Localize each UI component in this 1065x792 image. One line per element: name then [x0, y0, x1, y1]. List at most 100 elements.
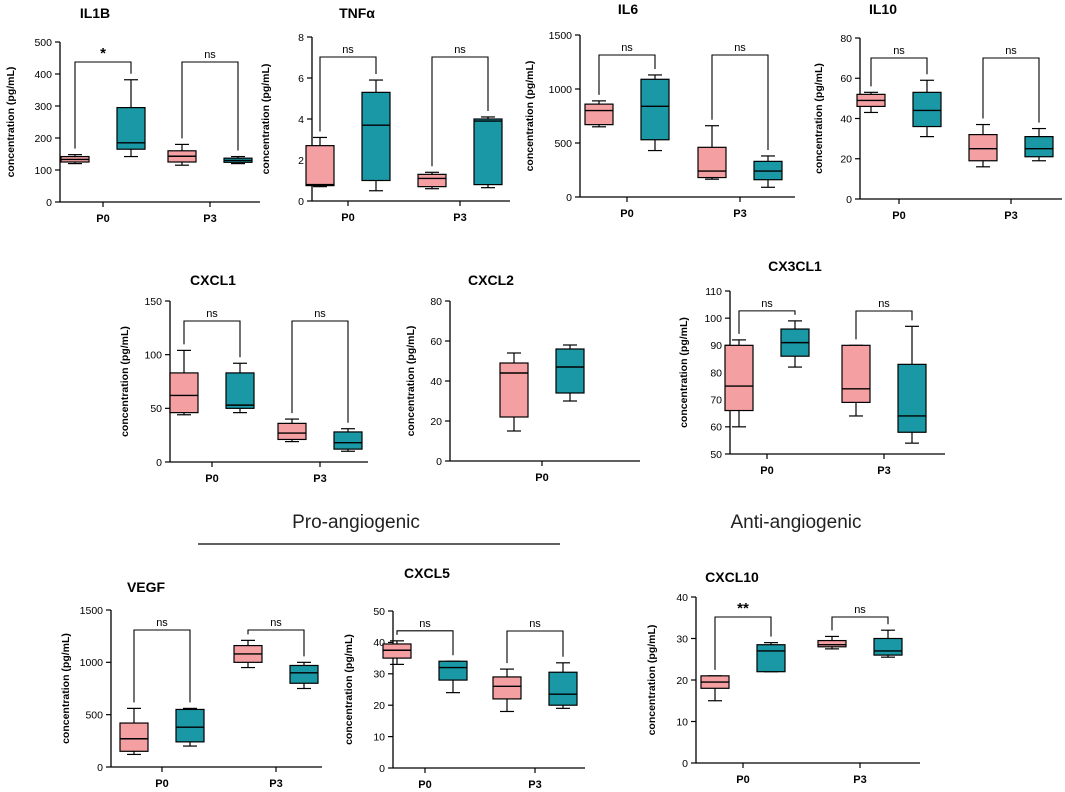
tnfa-significance-bracket-p3: [431, 56, 489, 167]
cx3cl1-significance-label-p0: ns: [761, 298, 773, 310]
il6-x-tick-label: P3: [733, 208, 746, 220]
tnfa-box-p3-series-b: [473, 118, 503, 186]
il1b-y-tick-label: 100: [34, 165, 52, 177]
vegf-x-tick-label: P3: [269, 778, 282, 790]
cxcl5-significance-bracket-p0: [396, 630, 454, 656]
cxcl2-y-axis-label: concentration (pg/mL): [405, 326, 417, 437]
cx3cl1-box-p3-series-a: [841, 344, 871, 403]
il6-significance-bracket-p3: [711, 54, 769, 150]
cxcl1-y-tick-label: 100: [144, 349, 162, 361]
cxcl2-x-tick-label: P0: [535, 472, 548, 484]
il1b-y-tick-label: 300: [34, 101, 52, 113]
il10-significance-bracket-p3: [982, 57, 1040, 123]
il1b-y-tick-label: 400: [34, 69, 52, 81]
cxcl10-significance-label-p3: ns: [854, 604, 866, 616]
tnfa-y-tick-label: 8: [298, 32, 304, 44]
cx3cl1-y-tick-label: 110: [705, 286, 722, 298]
cxcl10-y-tick-label: 40: [676, 592, 688, 604]
cxcl1-significance-label-p0: ns: [206, 308, 218, 320]
cxcl10-x-tick-label: P3: [853, 774, 866, 786]
cxcl10-y-axis-label: concentration (pg/mL): [646, 625, 658, 736]
il10-y-axis-label: concentration (pg/mL): [813, 63, 825, 174]
cxcl5-significance-label-p0: ns: [419, 618, 431, 630]
cx3cl1-y-tick-label: 100: [704, 313, 722, 325]
il6-significance-label-p0: ns: [621, 42, 633, 54]
vegf-box-p0-series-a: [119, 722, 149, 752]
vegf-y-tick-label: 1000: [80, 657, 104, 669]
tnfa-box-p3-series-a: [417, 173, 447, 188]
cx3cl1-x-tick-label: P0: [760, 465, 773, 477]
il1b-y-tick-label: 200: [34, 133, 52, 145]
cxcl10-significance-label-p0: **: [737, 600, 749, 617]
il1b-x-tick-label: P0: [96, 213, 109, 225]
vegf-significance-label-p3: ns: [270, 617, 282, 629]
cxcl1-title: CXCL1: [190, 272, 236, 288]
il6-y-axis-label: concentration (pg/mL): [524, 61, 536, 172]
cx3cl1-title: CX3CL1: [768, 258, 822, 274]
il10-box-p3-series-b: [1024, 136, 1054, 158]
il1b-y-tick-label: 500: [34, 37, 52, 49]
cxcl5-significance-label-p3: ns: [529, 618, 541, 630]
cxcl10-y-tick-label: 20: [676, 675, 688, 687]
section-label-pro-angiogenic: Pro-angiogenic: [292, 512, 420, 533]
vegf-y-tick-label: 0: [97, 762, 103, 774]
cxcl1-significance-bracket-p3: [291, 320, 349, 423]
tnfa-y-tick-label: 6: [298, 73, 304, 85]
cxcl10-significance-bracket-p3: [831, 616, 889, 631]
cxcl5-y-tick-label: 0: [379, 763, 385, 775]
vegf-x-tick-label: P0: [155, 778, 168, 790]
il1b-significance-bracket-p0: [74, 61, 132, 149]
cxcl5-box-p0-series-b: [438, 660, 468, 681]
tnfa-significance-label-p0: ns: [342, 44, 354, 56]
il10-significance-label-p0: ns: [893, 45, 905, 57]
cxcl5-y-tick-label: 30: [373, 669, 385, 681]
vegf-significance-bracket-p3: [247, 629, 305, 657]
il10-significance-bracket-p0: [870, 57, 928, 87]
cxcl1-box-p0-series-b: [225, 372, 255, 409]
cxcl10-title: CXCL10: [705, 569, 759, 585]
cx3cl1-y-axis-label: concentration (pg/mL): [678, 317, 690, 428]
cxcl2-y-tick-label: 60: [430, 336, 442, 348]
il1b-y-axis-label: concentration (pg/mL): [5, 67, 17, 178]
cxcl1-box-p0-series-a: [169, 372, 199, 414]
il10-significance-label-p3: ns: [1005, 45, 1017, 57]
tnfa-y-axis-label: concentration (pg/mL): [260, 64, 272, 175]
cxcl5-box-p3-series-a: [492, 676, 522, 700]
cxcl5-y-tick-label: 10: [373, 731, 385, 743]
tnfa-significance-label-p3: ns: [454, 44, 466, 56]
vegf-y-tick-label: 1500: [80, 605, 104, 617]
il6-significance-bracket-p0: [598, 54, 656, 95]
cxcl2-y-tick-label: 0: [436, 456, 442, 468]
cxcl10-y-tick-label: 30: [676, 633, 688, 645]
cxcl1-box-p3-series-a: [277, 422, 307, 441]
cxcl10-y-tick-label: 0: [682, 758, 688, 770]
vegf-box-p0-series-b: [175, 708, 205, 743]
vegf-y-axis-label: concentration (pg/mL): [60, 633, 72, 744]
cxcl2-title: CXCL2: [468, 272, 514, 288]
il10-y-tick-label: 40: [840, 113, 852, 125]
tnfa-x-tick-label: P3: [453, 212, 466, 224]
cx3cl1-significance-bracket-p0: [738, 310, 796, 334]
il10-y-tick-label: 60: [840, 73, 852, 85]
il6-y-tick-label: 1000: [549, 84, 573, 96]
cx3cl1-box-p0-series-a: [724, 344, 754, 412]
cxcl10-box-p3-series-b: [873, 637, 903, 656]
il6-box-p0-series-b: [640, 78, 670, 141]
tnfa-y-tick-label: 4: [298, 114, 304, 126]
cxcl1-y-tick-label: 0: [156, 457, 162, 469]
tnfa-box-p0-series-b: [361, 91, 391, 182]
cxcl1-significance-bracket-p0: [183, 320, 241, 358]
cxcl2-y-tick-label: 20: [430, 416, 442, 428]
cxcl1-x-tick-label: P3: [313, 473, 326, 485]
il6-title: IL6: [618, 1, 638, 17]
il10-y-tick-label: 0: [846, 194, 852, 206]
cxcl5-y-tick-label: 20: [373, 700, 385, 712]
il1b-significance-bracket-p3: [181, 61, 239, 151]
cxcl5-box-p3-series-b: [548, 671, 578, 706]
tnfa-y-tick-label: 2: [298, 155, 304, 167]
vegf-title: VEGF: [127, 579, 166, 595]
tnfa-y-tick-label: 0: [298, 196, 304, 208]
il1b-significance-label-p3: ns: [204, 49, 216, 61]
section-label-anti-angiogenic: Anti-angiogenic: [731, 512, 862, 533]
